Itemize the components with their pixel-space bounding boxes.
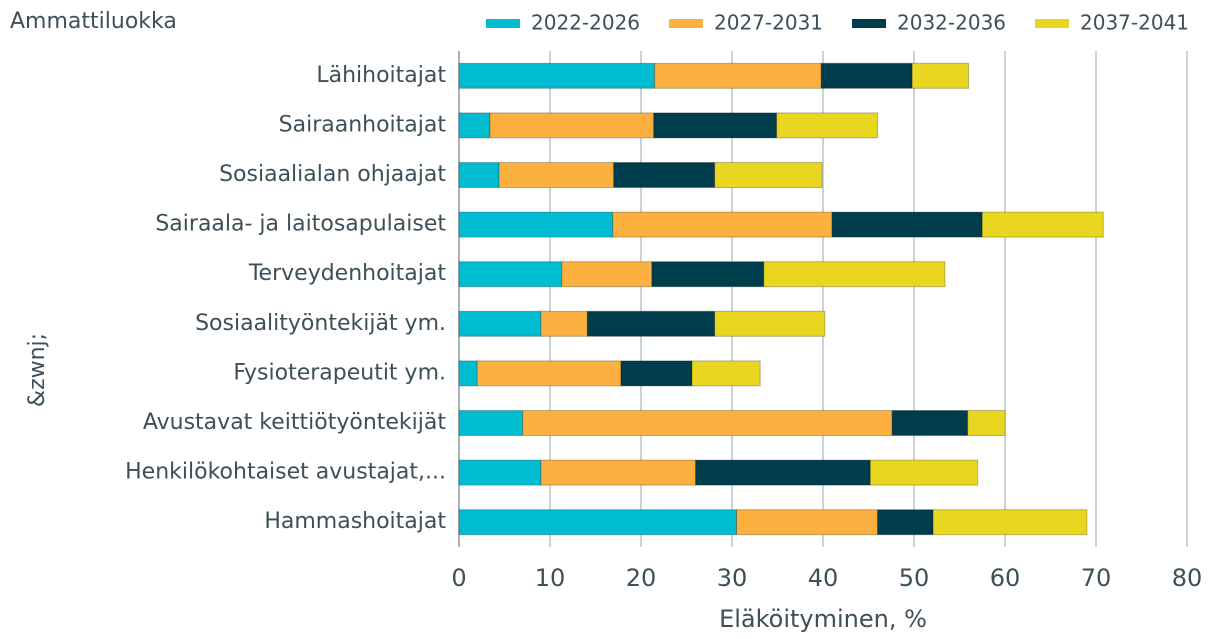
legend-swatch: [486, 19, 520, 28]
bar-segment: [458, 112, 491, 139]
x-tick-label: 10: [535, 564, 566, 592]
bar-segment: [458, 162, 500, 188]
bar-segment: [736, 509, 879, 536]
bar-segment: [522, 410, 893, 436]
bar-segment: [877, 509, 934, 536]
y-axis-label: &zwnj;: [25, 333, 50, 407]
bar-segment: [458, 310, 542, 337]
bar-segment: [489, 112, 655, 139]
bar-segment: [540, 459, 697, 486]
legend-swatch: [669, 19, 703, 28]
bar-segment: [540, 310, 588, 337]
x-tick-label: 80: [1172, 564, 1203, 592]
bar-segment: [831, 211, 983, 238]
y-tick-label: Avustavat keittiötyöntekijät: [143, 410, 446, 435]
y-tick-label: Sosiaalialan ohjaajat: [219, 162, 446, 187]
bar-segment: [651, 261, 765, 288]
legend-label: 2022-2026: [531, 11, 640, 35]
bar-segment: [613, 162, 716, 188]
y-tick-label: Terveydenhoitajat: [248, 261, 447, 286]
bar-segment: [932, 509, 1088, 536]
legend-label: 2032-2036: [897, 11, 1006, 35]
bar-segment: [911, 62, 970, 89]
bar-segment: [653, 112, 778, 139]
bar-segment: [714, 310, 826, 337]
legend-label: 2037-2041: [1080, 11, 1189, 35]
bar-segment: [695, 459, 871, 486]
y-tick-label: Sairaanhoitajat: [279, 112, 447, 137]
legend-label: 2027-2031: [714, 11, 823, 35]
bar-segment: [776, 112, 879, 139]
x-tick-label: 0: [451, 564, 466, 592]
bar-segment: [561, 261, 653, 288]
legend-swatch: [1035, 19, 1069, 28]
y-tick-label: Henkilökohtaiset avustajat,...: [125, 460, 446, 485]
bar-segment: [763, 261, 946, 288]
y-tick-label: Sosiaalityöntekijät ym.: [195, 311, 446, 336]
bar-segment: [458, 410, 524, 436]
bar-segment: [476, 360, 622, 387]
bar-segment: [458, 459, 542, 486]
x-tick-label: 50: [899, 564, 930, 592]
bar-segment: [458, 509, 738, 536]
x-axis-label: Eläköityminen, %: [719, 605, 927, 633]
y-tick-label: Hammashoitajat: [264, 509, 446, 534]
bar-segment: [458, 261, 563, 288]
bar-segment: [967, 410, 1006, 436]
x-tick-label: 70: [1081, 564, 1112, 592]
y-tick-label: Lähihoitajat: [316, 63, 446, 88]
bar-segment: [654, 62, 822, 89]
chart-title: Ammattiluokka: [10, 9, 177, 34]
bar-segment: [869, 459, 979, 486]
legend-swatch: [852, 19, 886, 28]
bar-segment: [714, 162, 823, 188]
bar-segment: [586, 310, 716, 337]
x-tick-label: 30: [717, 564, 748, 592]
y-tick-label: Fysioterapeutit ym.: [233, 360, 446, 385]
bar-segment: [458, 211, 614, 238]
bar-segment: [981, 211, 1104, 238]
bar-segment: [691, 360, 761, 387]
x-tick-label: 60: [990, 564, 1021, 592]
bar-segment: [458, 360, 478, 387]
bar-segment: [612, 211, 833, 238]
y-tick-label: Sairaala- ja laitosapulaiset: [155, 212, 446, 237]
bar-segment: [620, 360, 693, 387]
bar-segment: [458, 62, 656, 89]
x-tick-label: 40: [808, 564, 839, 592]
bar-segment: [820, 62, 913, 89]
bar-segment: [498, 162, 615, 188]
x-tick-label: 20: [626, 564, 657, 592]
bar-segment: [891, 410, 969, 436]
